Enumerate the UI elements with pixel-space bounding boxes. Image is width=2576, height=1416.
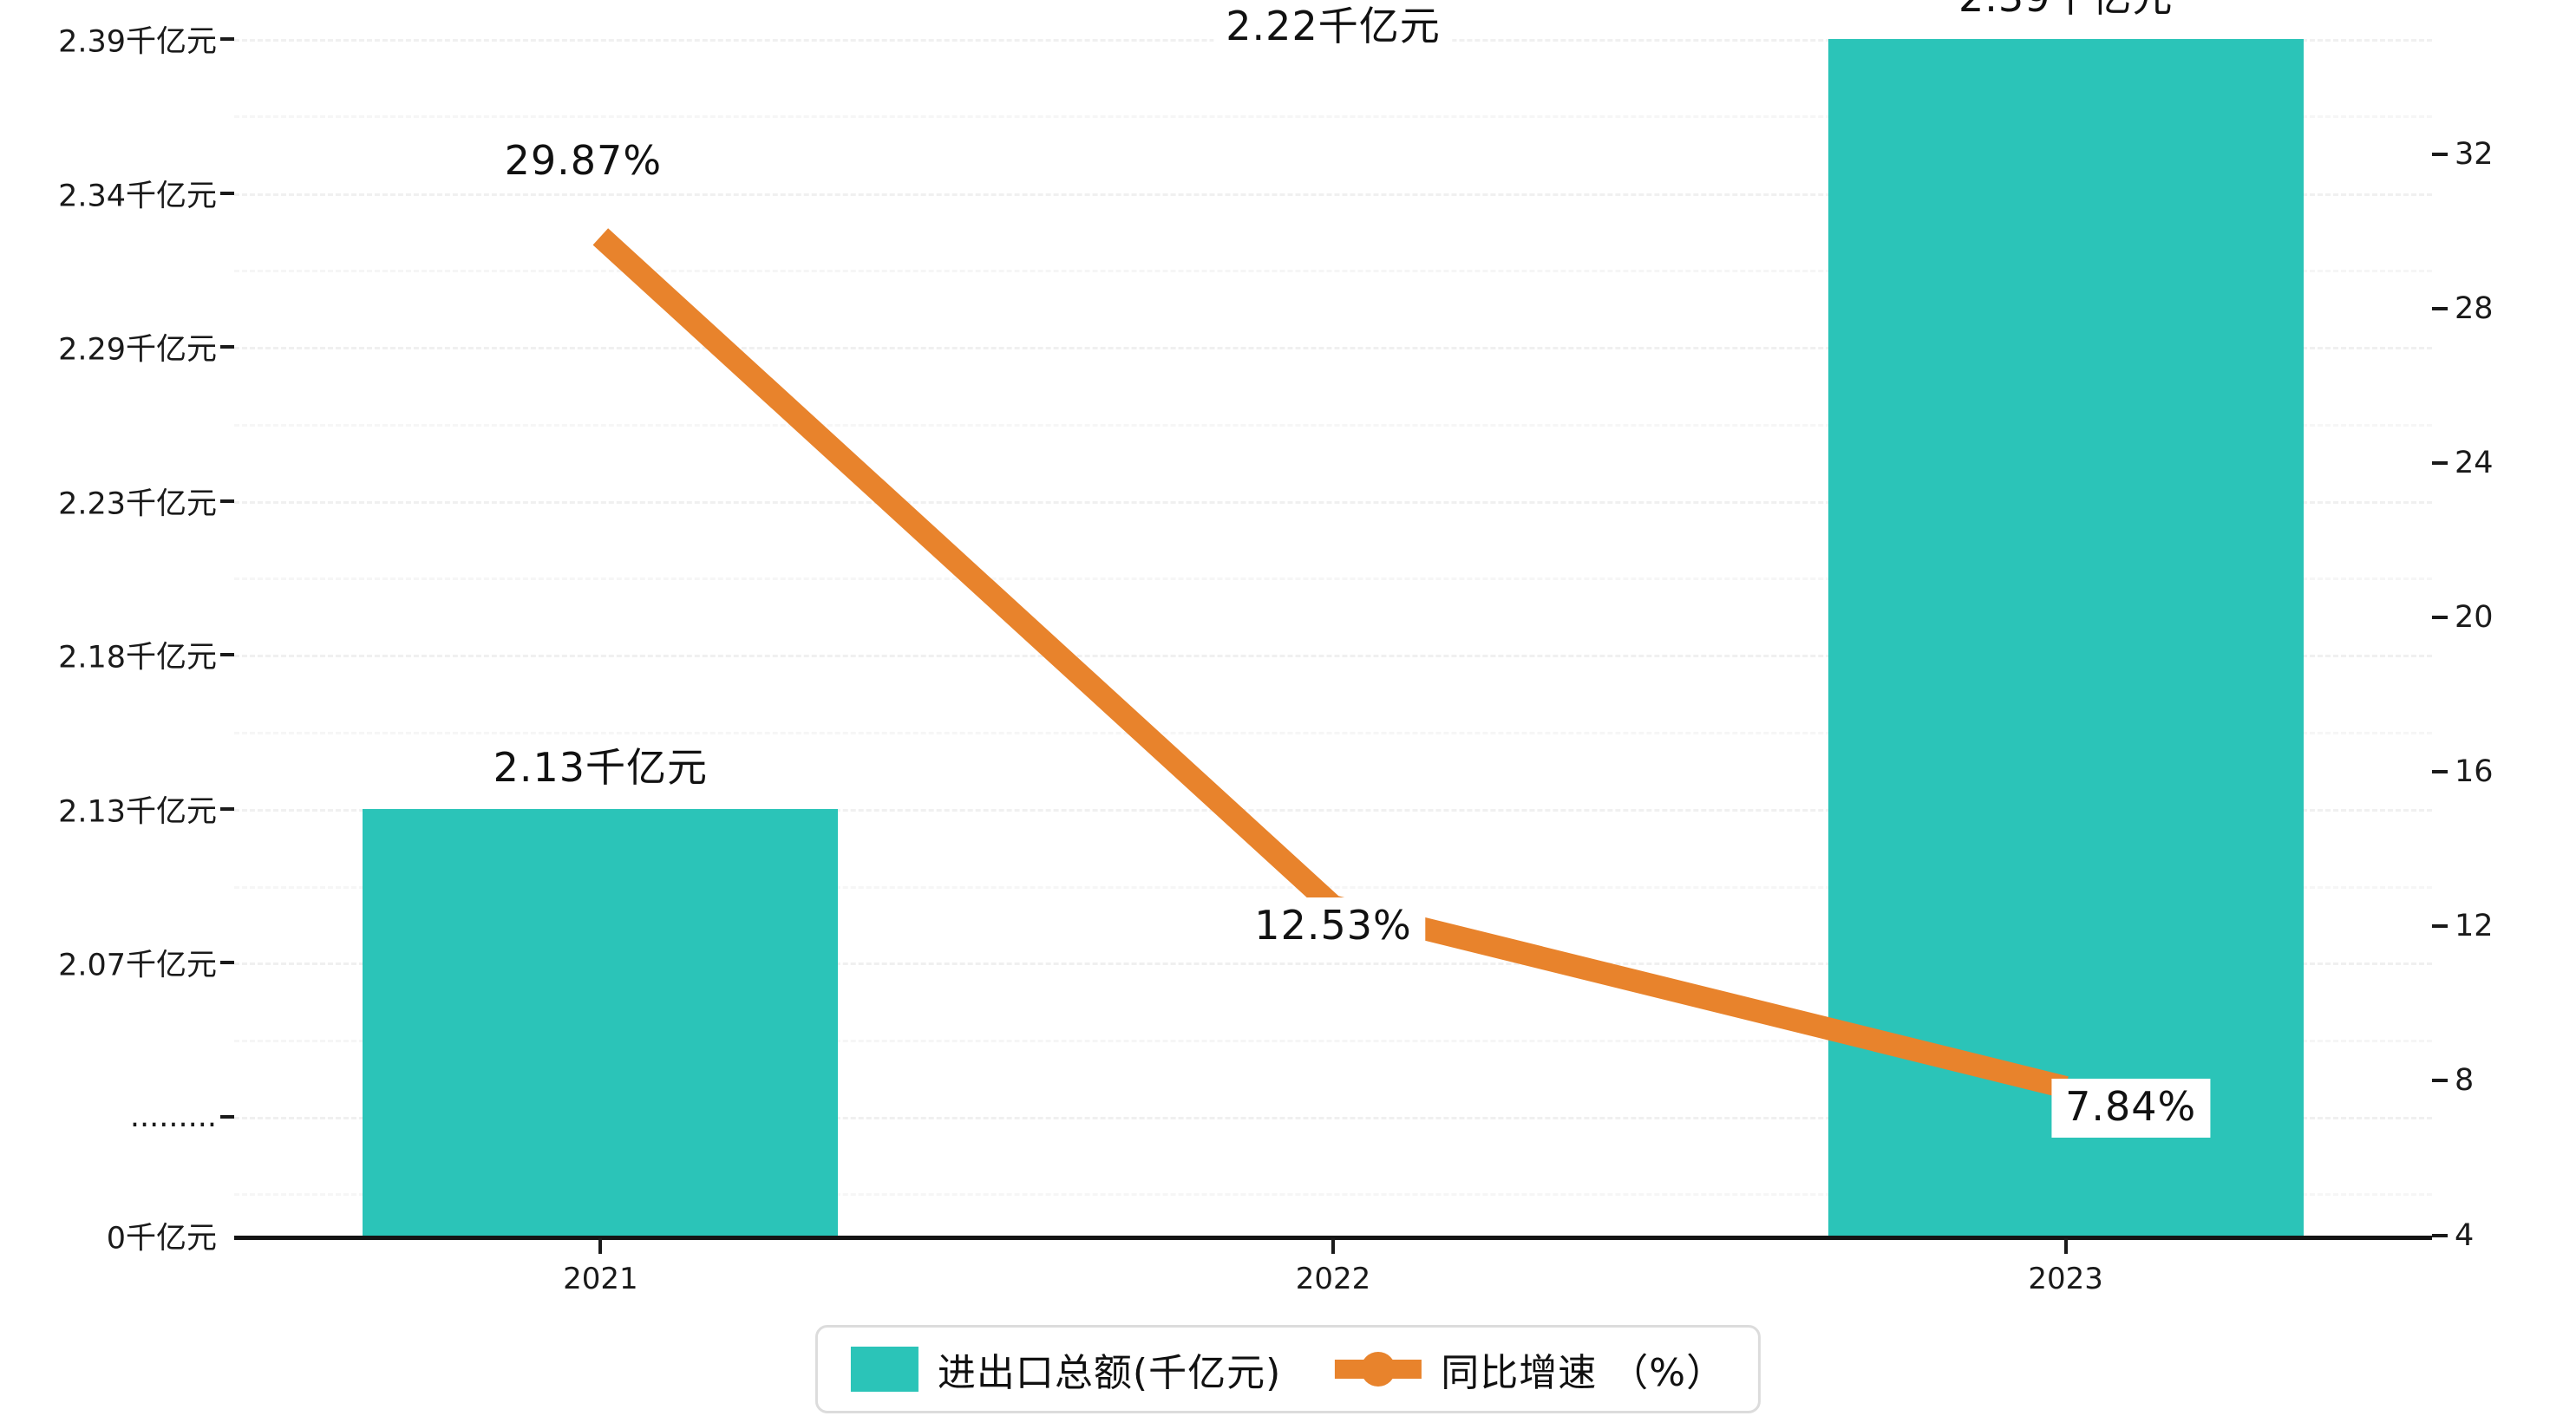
line-value-label-2022: 12.53% (1240, 897, 1426, 957)
legend-item-bar-label: 进出口总额(千亿元) (937, 1351, 1282, 1395)
right-axis-tick-mark (2432, 307, 2448, 310)
line-value-label-2021: 29.87% (490, 132, 677, 192)
left-axis-tick-label: 2.07千亿元 (58, 948, 217, 983)
bar-2023[interactable] (1827, 39, 2304, 1236)
right-axis-tick-label: 8 (2455, 1063, 2475, 1098)
left-axis-tick-label: 2.34千亿元 (58, 179, 217, 214)
left-axis-tick-mark (220, 807, 234, 811)
left-axis-tick-mark (220, 37, 234, 41)
left-axis-tick-label: 2.18千亿元 (58, 640, 217, 675)
left-axis-tick-mark (220, 653, 234, 656)
left-axis-tick-label: 0千亿元 (106, 1221, 217, 1256)
legend-line-swatch-icon (1335, 1347, 1422, 1392)
left-axis-tick-label: 2.39千亿元 (58, 24, 217, 60)
gridline (234, 193, 2432, 196)
right-axis-tick-label: 4 (2455, 1218, 2475, 1253)
x-axis-tick-label-2023: 2023 (2028, 1262, 2103, 1296)
chart-legend: 进出口总额(千亿元) 同比增速 （%） (814, 1325, 1762, 1413)
left-axis-tick-mark (220, 345, 234, 349)
legend-item-line[interactable]: 同比增速 （%） (1335, 1341, 1725, 1397)
bar-value-label-2022: 2.22千亿元 (1213, 0, 1453, 56)
right-axis-tick-mark (2432, 461, 2448, 465)
bar-value-label-2023: 2.39千亿元 (1945, 0, 2186, 28)
right-axis-tick-label: 28 (2455, 291, 2494, 326)
right-axis-tick-label: 20 (2455, 600, 2494, 635)
left-axis-tick-label: 2.29千亿元 (58, 332, 217, 368)
x-axis-line (234, 1236, 2432, 1240)
x-axis-tick-mark (1331, 1238, 1335, 1254)
legend-item-line-label: 同比增速 （%） (1441, 1351, 1726, 1395)
x-axis-tick-label-2022: 2022 (1295, 1262, 1371, 1296)
right-axis-tick-label: 32 (2455, 137, 2494, 172)
right-axis-tick-label: 16 (2455, 754, 2494, 789)
gridline (234, 1193, 2432, 1196)
right-axis-tick-mark (2432, 1234, 2448, 1237)
bar-value-label-2021: 2.13千亿元 (481, 741, 721, 798)
left-axis-tick-mark (220, 961, 234, 964)
right-axis-tick-mark (2432, 616, 2448, 619)
left-axis-tick-mark (220, 1115, 234, 1119)
left-axis-tick-label: ......... (129, 1100, 217, 1134)
legend-item-bar[interactable]: 进出口总额(千亿元) (850, 1341, 1282, 1397)
gridline (234, 115, 2432, 118)
right-axis-tick-label: 24 (2455, 446, 2494, 480)
left-axis-tick-mark (220, 499, 234, 503)
left-axis-tick-label: 2.13千亿元 (58, 794, 217, 830)
line-value-label-2023: 7.84% (2051, 1078, 2211, 1139)
legend-line-marker-icon (1361, 1352, 1396, 1387)
bar-2021[interactable] (363, 809, 839, 1236)
right-axis-tick-label: 12 (2455, 909, 2494, 943)
left-axis-tick-label: 2.23千亿元 (58, 486, 217, 522)
right-axis-tick-mark (2432, 770, 2448, 773)
left-axis-tick-mark (220, 192, 234, 195)
x-axis-tick-mark (2063, 1238, 2068, 1254)
gridline (234, 1117, 2432, 1119)
right-axis-tick-mark (2432, 1079, 2448, 1082)
x-axis-tick-label-2021: 2021 (563, 1262, 638, 1296)
right-axis-tick-mark (2432, 153, 2448, 156)
x-axis-tick-mark (598, 1238, 603, 1254)
right-axis-tick-mark (2432, 924, 2448, 928)
legend-bar-swatch-icon (850, 1347, 919, 1392)
